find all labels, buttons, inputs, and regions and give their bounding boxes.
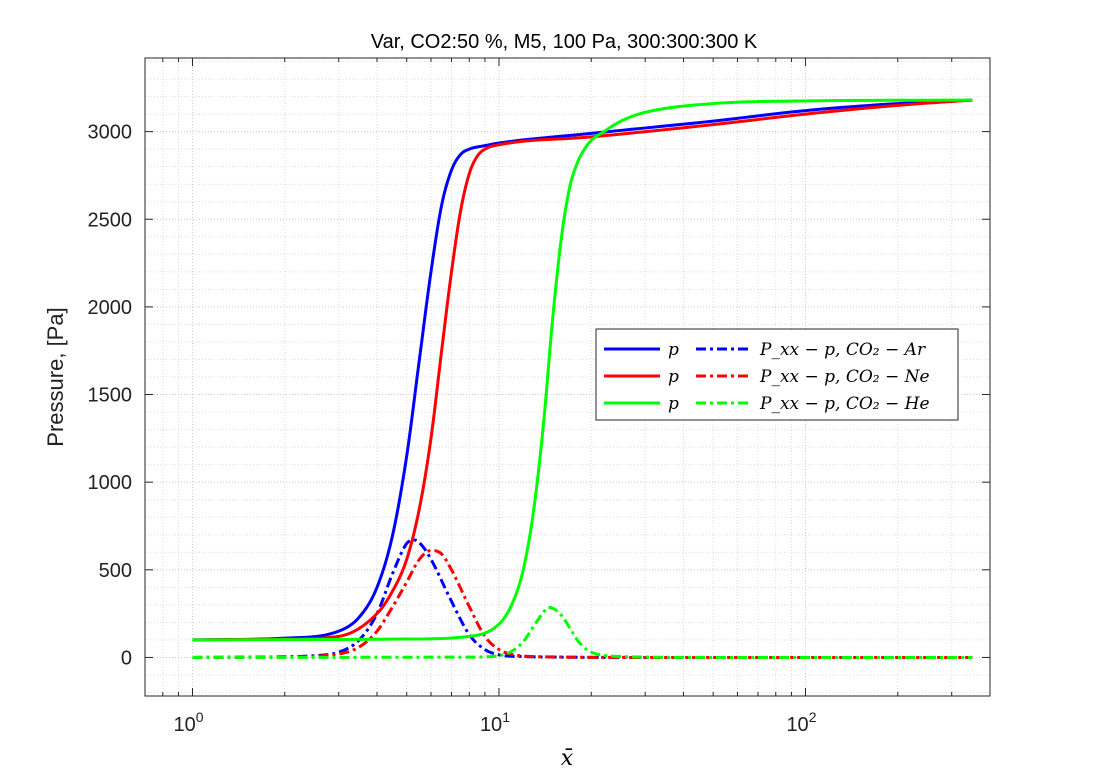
legend-dash-label: P_xx − p, CO₂ − Ne — [759, 367, 930, 387]
axes-box — [144, 57, 991, 697]
tick-marks — [144, 58, 991, 696]
x-tick-labels: 100 101 102 — [173, 709, 816, 736]
series-line-5 — [192, 605, 973, 659]
x-tick-label: 100 — [173, 709, 203, 736]
chart-title: Var, CO2:50 %, M5, 100 Pa, 300:300:300 K — [371, 31, 758, 53]
y-tick-label: 0 — [121, 647, 132, 669]
x-tick-label: 101 — [480, 709, 510, 736]
legend-dash-label: P_xx − p, CO₂ − He — [759, 394, 930, 414]
y-axis-label: Pressure, [Pa] — [43, 307, 68, 446]
series-group — [192, 98, 973, 659]
series-line-4 — [192, 98, 973, 642]
y-tick-label: 2000 — [88, 297, 133, 319]
legend-solid-label: p — [668, 367, 679, 387]
y-tick-label: 1500 — [88, 385, 133, 407]
y-tick-label: 3000 — [88, 122, 133, 144]
series-line-3 — [192, 549, 973, 659]
y-tick-labels: 0 500 1000 1500 2000 2500 3000 — [88, 122, 133, 670]
legend-dash-label: P_xx − p, CO₂ − Ar — [759, 340, 926, 360]
series-line-0 — [192, 98, 973, 642]
legend-solid-label: p — [668, 394, 679, 414]
x-axis-label: x̄ — [561, 746, 574, 771]
series-line-2 — [192, 98, 973, 642]
legend-solid-label: p — [668, 340, 679, 360]
y-tick-label: 500 — [99, 560, 132, 582]
legend: p P_xx − p, CO₂ − Ar p P_xx − p, CO₂ − Ne p P… — [595, 328, 959, 421]
y-tick-label: 1000 — [88, 472, 133, 494]
y-tick-label: 2500 — [88, 209, 133, 231]
x-tick-label: 102 — [786, 709, 816, 736]
